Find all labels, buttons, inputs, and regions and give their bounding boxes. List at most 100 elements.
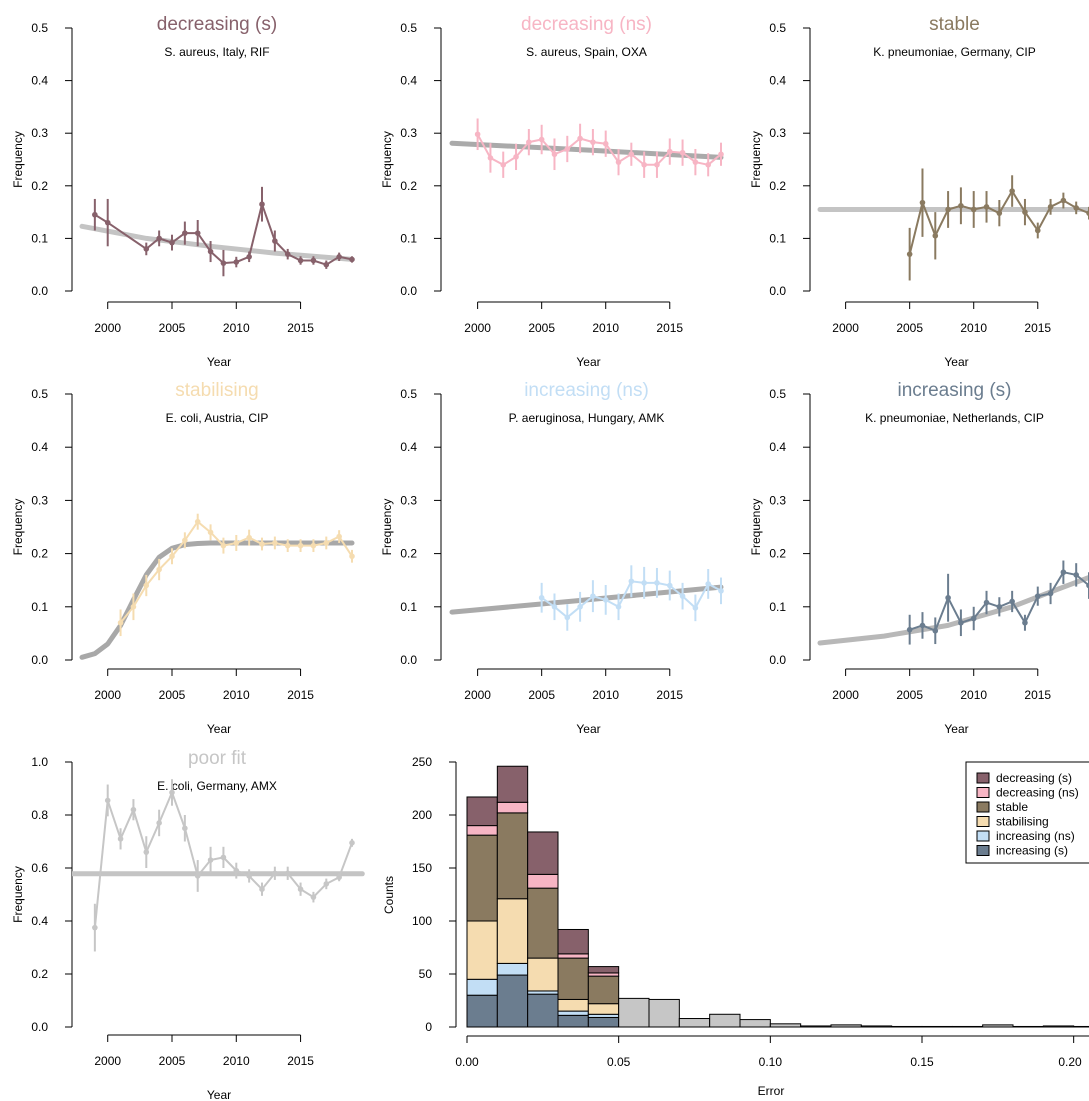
data-point xyxy=(207,248,214,255)
data-point xyxy=(1034,227,1041,234)
data-point xyxy=(906,251,913,257)
histogram-bar-segment xyxy=(496,801,529,814)
y-tick-label: 150 xyxy=(412,861,432,875)
data-point xyxy=(117,619,124,626)
plot-area xyxy=(449,118,724,178)
x-axis-title: Year xyxy=(207,355,231,369)
data-point xyxy=(104,219,111,226)
x-tick-label: 2010 xyxy=(960,688,987,702)
y-tick-label: 0.4 xyxy=(31,914,48,928)
x-tick-label: 2000 xyxy=(94,1054,121,1068)
data-point xyxy=(590,593,596,599)
data-point xyxy=(284,251,291,257)
panel-poor-fit: 0.0 0.2 0.4 0.6 0.8 1.0 2000 2005 2010 2015 Year Fr… xyxy=(11,748,365,1101)
plot-area xyxy=(817,168,1089,281)
fit-curve xyxy=(79,540,355,660)
histogram-bar-poor-fit xyxy=(982,1024,1014,1028)
data-point xyxy=(932,627,939,634)
data-point xyxy=(487,155,494,161)
data-point xyxy=(194,518,201,525)
histogram-bar-segment xyxy=(557,953,589,959)
x-tick-label: 2000 xyxy=(94,688,121,702)
legend-swatch xyxy=(976,830,990,842)
x-tick-label: 0.05 xyxy=(607,1055,631,1069)
data-point xyxy=(692,159,699,165)
histogram-bar-segment xyxy=(587,975,620,1005)
data-point xyxy=(323,881,330,887)
y-tick-label: 0.0 xyxy=(31,653,48,667)
legend-swatch xyxy=(976,801,990,813)
y-tick-label: 0.1 xyxy=(769,600,786,614)
histogram-bar-segment xyxy=(557,998,589,1012)
histogram-bar-segment xyxy=(527,873,559,889)
data-point xyxy=(538,136,545,143)
data-point xyxy=(1060,569,1067,576)
histogram-bar-segment xyxy=(466,834,498,922)
data-point xyxy=(246,534,252,541)
x-axis-title: Error xyxy=(758,1084,785,1098)
x-tick-label: 2010 xyxy=(592,321,619,335)
x-tick-label: 2010 xyxy=(592,688,619,702)
y-tick-label: 0.0 xyxy=(400,284,417,298)
data-point xyxy=(272,540,278,546)
histogram-bar-poor-fit xyxy=(1073,1025,1089,1028)
plot-area xyxy=(817,560,1089,646)
data-point xyxy=(1009,598,1015,605)
data-point xyxy=(718,151,724,158)
histogram-bar-segment xyxy=(557,957,589,1000)
data-point xyxy=(182,537,188,544)
histogram-bar-poor-fit xyxy=(648,998,680,1028)
y-tick-label: 0.2 xyxy=(31,547,48,561)
histogram-bar-poor-fit xyxy=(739,1019,771,1028)
plot-area xyxy=(449,565,724,631)
y-tick-label: 0.1 xyxy=(31,600,48,614)
y-tick-label: 0.4 xyxy=(31,74,48,88)
x-tick-label: 2000 xyxy=(832,688,859,702)
data-point xyxy=(590,139,596,145)
x-tick-label: 2010 xyxy=(223,688,250,702)
panel-decreasing-s: 0.0 0.1 0.2 0.3 0.4 0.5 2000 2005 2010 2015 Year Fr… xyxy=(11,14,355,369)
x-tick-label: 2015 xyxy=(656,688,683,702)
data-point xyxy=(323,540,330,546)
histogram-bar-poor-fit xyxy=(921,1025,953,1028)
x-axis-title: Year xyxy=(944,722,968,736)
data-point xyxy=(297,257,304,264)
data-point xyxy=(92,211,98,218)
data-point xyxy=(628,151,635,158)
data-point xyxy=(349,553,355,560)
data-point xyxy=(259,201,265,208)
data-point xyxy=(259,541,265,547)
data-point xyxy=(1047,590,1054,597)
x-tick-label: 2005 xyxy=(896,321,923,335)
data-point xyxy=(474,131,481,138)
data-point xyxy=(233,540,240,546)
panel-title: stable xyxy=(929,14,980,35)
histogram-bar-poor-fit xyxy=(1042,1025,1075,1028)
data-point xyxy=(220,542,227,549)
x-tick-label: 2005 xyxy=(528,321,555,335)
panel-subtitle: E. coli, Germany, AMX xyxy=(157,779,277,793)
fit-curve xyxy=(79,223,355,262)
legend: decreasing (s)decreasing (ns)stablestabi… xyxy=(965,761,1089,864)
data-point xyxy=(143,849,150,855)
x-tick-label: 2010 xyxy=(223,321,250,335)
data-point xyxy=(602,597,609,603)
data-point xyxy=(705,161,711,168)
histogram-bar-poor-fit xyxy=(618,997,650,1028)
y-tick-label: 0.3 xyxy=(31,126,48,140)
y-axis-title: Frequency xyxy=(380,131,394,188)
panel-subtitle: P. aeruginosa, Hungary, AMK xyxy=(509,411,665,425)
data-point xyxy=(246,873,252,879)
y-axis-title: Counts xyxy=(382,876,396,914)
data-point xyxy=(310,257,317,264)
y-tick-label: 0.2 xyxy=(400,547,417,561)
data-point xyxy=(130,806,137,813)
x-axis-title: Year xyxy=(576,355,600,369)
fit-curve xyxy=(449,140,724,160)
data-point xyxy=(156,566,162,573)
data-point xyxy=(615,159,622,165)
histogram-bar-segment xyxy=(527,887,559,959)
panel-title: decreasing (s) xyxy=(157,14,277,35)
x-tick-label: 2015 xyxy=(1024,321,1051,335)
y-tick-label: 1.0 xyxy=(31,755,48,769)
